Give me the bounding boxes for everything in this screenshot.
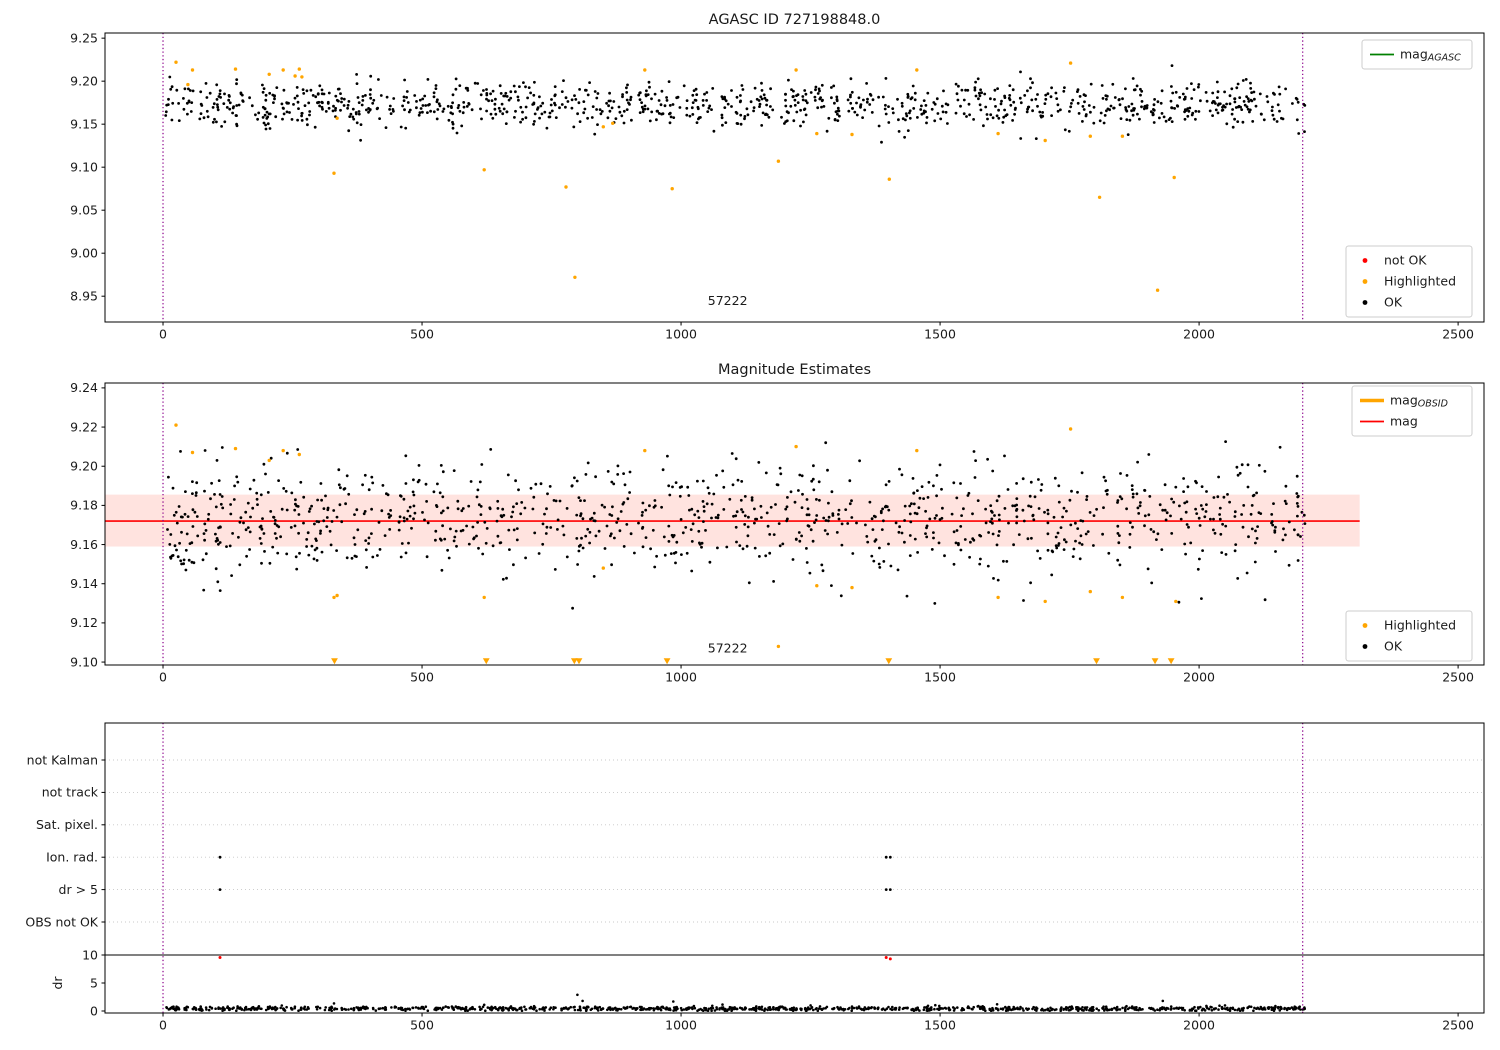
- svg-text:2000: 2000: [1183, 1018, 1215, 1033]
- panel1-legend-bottom: not OK Highlighted OK: [1345, 245, 1473, 318]
- panel1-ok-points: [164, 64, 1307, 144]
- svg-text:500: 500: [410, 670, 434, 685]
- panel1-highlighted-points: [174, 60, 1176, 292]
- flag-category-label: Sat. pixel.: [36, 817, 98, 832]
- svg-text:1000: 1000: [665, 670, 697, 685]
- svg-text:9.15: 9.15: [70, 116, 98, 131]
- svg-text:9.16: 9.16: [70, 537, 98, 552]
- svg-text:2500: 2500: [1442, 1018, 1474, 1033]
- svg-text:2000: 2000: [1183, 327, 1215, 342]
- legend-label: Highlighted: [1384, 274, 1456, 289]
- panel1-legend-top: magAGASC: [1361, 39, 1473, 70]
- panel2-highlighted-points: [174, 423, 1178, 665]
- panel3-dr-points: [165, 855, 1306, 1012]
- svg-text:9.10: 9.10: [70, 159, 98, 174]
- svg-text:9.05: 9.05: [70, 202, 98, 217]
- svg-text:9.20: 9.20: [70, 459, 98, 474]
- dr-axis-label: dr: [50, 976, 65, 990]
- svg-text:9.25: 9.25: [70, 30, 98, 45]
- svg-text:0: 0: [159, 1018, 167, 1033]
- svg-text:5: 5: [90, 975, 98, 990]
- svg-text:0: 0: [90, 1003, 98, 1018]
- legend-label: not OK: [1384, 253, 1427, 268]
- legend-label: Highlighted: [1384, 618, 1456, 633]
- svg-text:2000: 2000: [1183, 670, 1215, 685]
- obsid-annotation: 57222: [708, 640, 748, 655]
- legend-label: mag: [1390, 414, 1418, 429]
- panel1: 0 500 1000 1500 2000 2500 9.25 9.20 9.15 9.10 9.05…: [70, 30, 1485, 342]
- svg-text:500: 500: [410, 327, 434, 342]
- svg-text:500: 500: [410, 1018, 434, 1033]
- svg-text:0: 0: [159, 327, 167, 342]
- svg-text:1000: 1000: [665, 1018, 697, 1033]
- svg-text:2500: 2500: [1442, 327, 1474, 342]
- panel2-ok-points: [166, 440, 1307, 610]
- svg-text:9.20: 9.20: [70, 73, 98, 88]
- panel3: 0 500 1000 1500 2000 2500 not Kalman not track S…: [25, 722, 1485, 1033]
- flag-category-label: not track: [42, 785, 99, 800]
- panel2-legend-bottom: Highlighted OK: [1345, 610, 1473, 662]
- panel2: 0 500 1000 1500 2000 2500 9.24 9.22 9.20 9.18 9.16…: [70, 380, 1485, 685]
- legend-label: OK: [1384, 295, 1403, 310]
- svg-text:9.12: 9.12: [70, 615, 98, 630]
- obsid-annotation: 57222: [708, 293, 748, 308]
- svg-text:2500: 2500: [1442, 670, 1474, 685]
- svg-text:9.00: 9.00: [70, 245, 98, 260]
- svg-text:1500: 1500: [924, 670, 956, 685]
- svg-text:1000: 1000: [665, 327, 697, 342]
- flag-category-label: Ion. rad.: [46, 850, 98, 865]
- svg-text:1500: 1500: [924, 327, 956, 342]
- svg-text:9.18: 9.18: [70, 498, 98, 513]
- panel2-title: Magnitude Estimates: [717, 362, 872, 378]
- svg-text:9.22: 9.22: [70, 419, 98, 434]
- svg-text:10: 10: [82, 947, 98, 962]
- flag-category-label: not Kalman: [27, 752, 98, 767]
- svg-text:1500: 1500: [924, 1018, 956, 1033]
- svg-text:9.14: 9.14: [70, 576, 98, 591]
- svg-text:9.10: 9.10: [70, 654, 98, 669]
- flag-category-label: OBS not OK: [25, 914, 98, 929]
- legend-label: OK: [1384, 639, 1403, 654]
- svg-text:8.95: 8.95: [70, 288, 98, 303]
- svg-text:0: 0: [159, 670, 167, 685]
- panel1-title: AGASC ID 727198848.0: [708, 12, 881, 28]
- svg-text:9.24: 9.24: [70, 380, 98, 395]
- flag-category-label: dr > 5: [59, 882, 98, 897]
